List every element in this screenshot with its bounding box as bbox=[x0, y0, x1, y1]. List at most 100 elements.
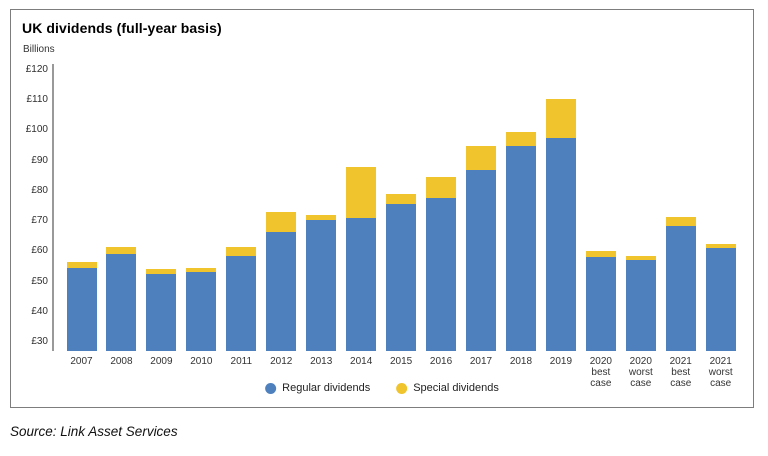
y-tick-label: £110 bbox=[26, 94, 48, 106]
bar-segment-regular bbox=[226, 255, 257, 351]
bar-segment-regular bbox=[66, 267, 97, 351]
bar-2017 bbox=[466, 145, 496, 351]
x-category-label: 2009 bbox=[139, 356, 183, 367]
x-category-label-line: best bbox=[591, 367, 611, 378]
bar-segment-special bbox=[66, 261, 97, 268]
bar-segment-special bbox=[346, 166, 377, 219]
x-category-label: 2012 bbox=[259, 356, 303, 367]
bar-segment-special bbox=[625, 255, 656, 261]
x-category-label: 2018 bbox=[499, 356, 543, 367]
bar-segment-special bbox=[226, 246, 257, 256]
bar-segment-regular bbox=[665, 225, 696, 351]
y-tick-label: £60 bbox=[31, 245, 48, 257]
x-category-label: 2014 bbox=[339, 356, 383, 367]
x-category-label-line: 2008 bbox=[110, 356, 133, 367]
bar-segment-special bbox=[146, 269, 177, 274]
plot-area: £30 £40 £50 £60 £70 £80 £90 £100 £110 £120 2007 200… bbox=[11, 10, 753, 407]
bar-segment-regular bbox=[306, 219, 337, 351]
bar-segment-special bbox=[705, 243, 736, 249]
x-category-label-line: 2007 bbox=[70, 356, 93, 367]
bar-segment-regular bbox=[505, 145, 536, 351]
bar-2007 bbox=[66, 261, 97, 351]
x-category-label-line: 2011 bbox=[230, 356, 253, 367]
bar-segment-regular bbox=[186, 272, 217, 351]
bar-2008 bbox=[106, 246, 137, 351]
legend-label: Special dividends bbox=[413, 382, 499, 394]
x-category-label-line: 2009 bbox=[150, 356, 173, 367]
source-caption: Source: Link Asset Services bbox=[10, 424, 178, 439]
x-category-label: 2015 bbox=[379, 356, 423, 367]
bar-2016 bbox=[426, 177, 457, 351]
y-axis-line bbox=[52, 64, 54, 351]
bar-2014 bbox=[346, 166, 377, 351]
x-category-label-line: 2019 bbox=[549, 356, 573, 367]
x-category-label: 2021 worst case bbox=[699, 356, 743, 389]
bar-segment-special bbox=[386, 193, 417, 205]
bar-segment-regular bbox=[266, 231, 297, 351]
x-category-label-line: 2021 bbox=[669, 356, 692, 367]
bar-segment-regular bbox=[346, 218, 377, 351]
bar-2021-worst-case bbox=[705, 243, 736, 351]
x-category-label-line: 2020 bbox=[629, 356, 652, 367]
x-category-label: 2016 bbox=[419, 356, 463, 367]
bar-segment-special bbox=[466, 145, 496, 170]
x-category-label-line: 2010 bbox=[190, 356, 213, 367]
y-tick-label: £90 bbox=[31, 154, 48, 166]
x-category-label-line: case bbox=[590, 378, 612, 389]
x-category-label-line: 2017 bbox=[469, 356, 493, 367]
bar-segment-regular bbox=[705, 248, 736, 351]
x-category-label: 2008 bbox=[99, 356, 143, 367]
legend-label: Regular dividends bbox=[282, 382, 371, 394]
x-category-label-line: worst bbox=[628, 367, 653, 378]
bar-segment-regular bbox=[466, 169, 496, 351]
x-category-label-line: 2016 bbox=[429, 356, 453, 367]
x-category-label: 2013 bbox=[299, 356, 343, 367]
y-tick-label: £40 bbox=[31, 305, 48, 317]
y-tick-label: £50 bbox=[31, 275, 48, 287]
bar-2011 bbox=[226, 246, 257, 351]
bar-segment-special bbox=[106, 246, 137, 255]
bar-segment-special bbox=[266, 212, 297, 232]
chart-title: UK dividends (full-year basis) bbox=[22, 20, 222, 36]
bar-segment-regular bbox=[106, 254, 137, 351]
bar-2019 bbox=[545, 98, 576, 351]
x-category-label-line: 2015 bbox=[389, 356, 413, 367]
x-category-label-line: 2021 bbox=[709, 356, 732, 367]
bar-segment-special bbox=[306, 215, 337, 220]
x-category-label: 2011 bbox=[219, 356, 263, 367]
bar-2015 bbox=[386, 193, 417, 351]
x-category-label-line: best bbox=[671, 367, 691, 378]
bar-segment-regular bbox=[386, 204, 417, 351]
x-category-label: 2017 bbox=[459, 356, 503, 367]
bar-2020-best-case bbox=[585, 251, 616, 351]
x-category-label-line: case bbox=[710, 378, 732, 389]
bar-2010 bbox=[186, 267, 217, 351]
bar-2018 bbox=[505, 131, 536, 351]
bar-segment-regular bbox=[585, 257, 616, 351]
bar-segment-special bbox=[426, 177, 457, 199]
bar-segment-regular bbox=[625, 260, 656, 351]
bar-2013 bbox=[306, 215, 337, 351]
bar-segment-special bbox=[505, 131, 536, 146]
bar-segment-regular bbox=[545, 138, 576, 351]
x-category-label-line: 2018 bbox=[509, 356, 533, 367]
chart-container: UK dividends (full-year basis) Billions … bbox=[10, 9, 754, 408]
y-tick-label: £70 bbox=[31, 215, 48, 227]
y-tick-label: £80 bbox=[31, 184, 48, 196]
bar-2021-best-case bbox=[665, 216, 696, 351]
bar-segment-special bbox=[665, 216, 696, 226]
x-category-label: 2010 bbox=[179, 356, 223, 367]
bar-2009 bbox=[146, 269, 177, 351]
bar-2020-worst-case bbox=[625, 255, 656, 351]
legend-swatch-icon bbox=[396, 382, 408, 394]
legend: Regular dividends Special dividends bbox=[265, 382, 499, 394]
x-category-label-line: 2013 bbox=[310, 356, 333, 367]
legend-swatch-icon bbox=[265, 382, 277, 394]
x-category-label-line: 2020 bbox=[589, 356, 612, 367]
x-category-label-line: 2014 bbox=[350, 356, 373, 367]
legend-item: Special dividends bbox=[396, 382, 499, 394]
bar-segment-regular bbox=[426, 198, 457, 351]
bar-segment-special bbox=[585, 251, 616, 258]
y-tick-label: £120 bbox=[25, 64, 48, 76]
